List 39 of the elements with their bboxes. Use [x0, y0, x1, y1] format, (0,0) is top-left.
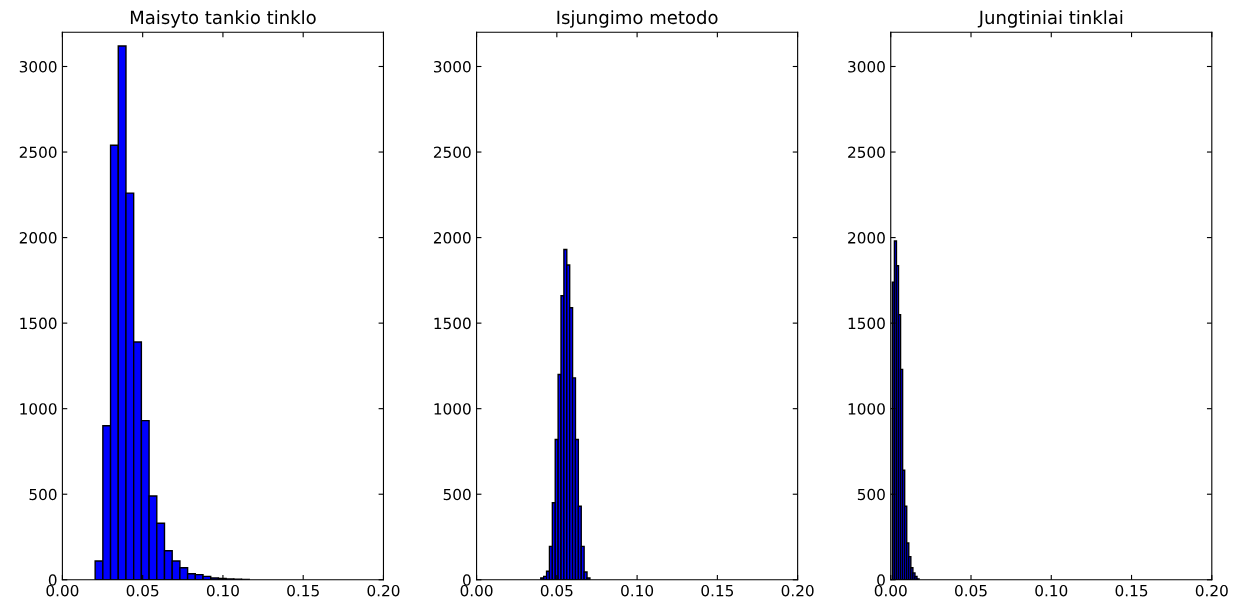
- x-tick-label: 0.00: [460, 584, 493, 597]
- chart-title: Jungtiniai tinklai: [977, 10, 1123, 28]
- y-tick-label: 2000: [848, 232, 885, 244]
- y-tick-label: 500: [29, 488, 57, 501]
- y-tick-label: 1500: [434, 317, 471, 330]
- x-tick-label: 0.15: [287, 584, 319, 597]
- y-tick-label: 0: [877, 574, 885, 586]
- x-tick-label: 0.15: [1115, 584, 1148, 597]
- y-tick-label: 2000: [433, 232, 471, 244]
- y-tick-label: 3000: [848, 60, 885, 73]
- x-tick-label: 0.20: [781, 584, 814, 597]
- y-tick-label: 1500: [20, 317, 57, 330]
- chart-title: Isjungimo metodo: [557, 10, 718, 28]
- x-tick-label: 0.05: [126, 584, 159, 597]
- y-tick-label: 0: [463, 574, 471, 586]
- y-tick-label: 1000: [848, 403, 885, 415]
- y-tick-label: 2500: [433, 146, 471, 159]
- y-tick-label: 500: [443, 488, 471, 501]
- y-tick-label: 3000: [19, 60, 57, 73]
- x-tick-label: 0.10: [206, 584, 239, 597]
- y-tick-label: 2500: [19, 146, 57, 159]
- x-tick-label: 0.00: [46, 584, 79, 597]
- x-tick-label: 0.05: [955, 584, 987, 597]
- x-tick-label: 0.20: [367, 584, 400, 597]
- x-tick-label: 0.20: [1195, 584, 1228, 597]
- y-tick-label: 1000: [434, 403, 471, 415]
- y-tick-label: 1500: [848, 317, 885, 330]
- x-tick-label: 0.10: [1035, 584, 1068, 597]
- y-tick-label: 500: [857, 488, 885, 501]
- y-tick-label: 1000: [20, 403, 57, 415]
- y-tick-label: 2000: [19, 232, 57, 244]
- y-tick-label: 3000: [433, 60, 471, 73]
- x-tick-label: 0.00: [874, 584, 907, 597]
- x-tick-label: 0.10: [621, 584, 654, 597]
- x-tick-label: 0.05: [540, 584, 573, 597]
- x-tick-label: 0.15: [701, 584, 734, 597]
- y-tick-label: 0: [48, 574, 57, 586]
- y-tick-label: 2500: [848, 146, 885, 159]
- chart-title: Maisyto tankio tinklo: [130, 10, 316, 28]
